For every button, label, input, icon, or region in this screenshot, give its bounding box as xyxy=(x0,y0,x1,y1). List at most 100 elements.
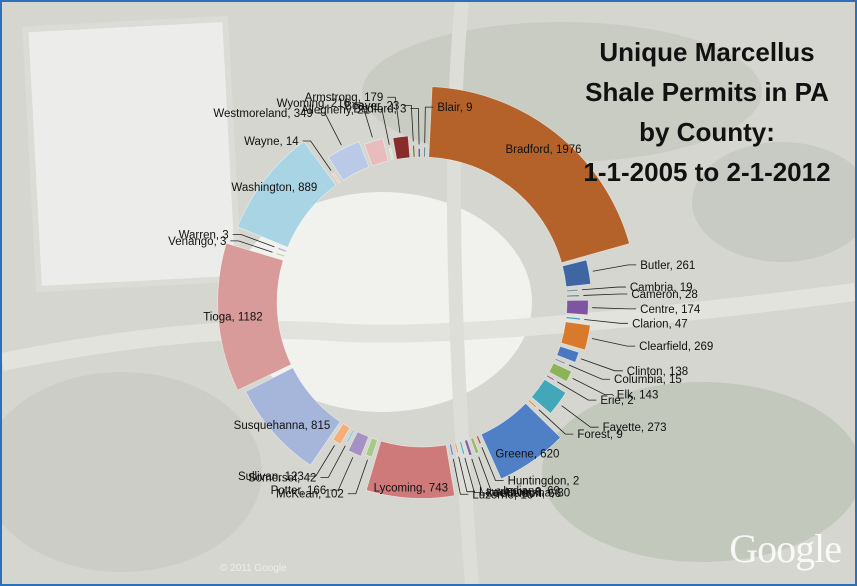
slice-label-clinton: Clinton, 138 xyxy=(627,366,688,378)
leader-line-luzerne xyxy=(452,458,469,495)
leader-line-allegheny xyxy=(373,109,390,145)
slice-label-greene: Greene, 620 xyxy=(495,448,559,460)
leader-line-bedford xyxy=(410,108,420,145)
slice-label-huntingdon: Huntingdon, 2 xyxy=(508,476,580,488)
pie-slice-centre xyxy=(566,299,589,316)
pie-slice-potter xyxy=(347,431,369,457)
pie-slice-columbia xyxy=(554,358,567,365)
pie-slice-venango xyxy=(275,252,286,258)
pie-slice-luzerne xyxy=(449,443,454,456)
pie-slice-susquehanna xyxy=(245,367,341,466)
pie-slice-indiana xyxy=(470,437,480,454)
slice-label-lawrence: Lawrence, 9 xyxy=(479,487,542,499)
leader-line-clinton xyxy=(580,358,623,372)
pie-slice-clarion xyxy=(565,316,581,321)
pie-slice-cameron xyxy=(566,294,580,298)
pie-slice-wyoming xyxy=(364,138,389,167)
pie-slice-mckean xyxy=(365,437,378,458)
leader-line-erie xyxy=(557,381,597,401)
slice-label-cameron: Cameron, 28 xyxy=(631,289,697,301)
slice-label-fayette: Fayette, 273 xyxy=(603,422,667,434)
leader-line-warren xyxy=(232,233,275,248)
slice-label-bedford: Bedford, 3 xyxy=(353,104,406,116)
slice-label-forest: Forest, 9 xyxy=(577,429,622,441)
leader-line-columbia xyxy=(568,364,611,380)
leader-line-forest xyxy=(538,409,574,435)
slice-label-blair: Blair, 9 xyxy=(437,102,472,114)
slice-label-erie: Erie, 2 xyxy=(600,395,633,407)
slice-label-indiana: Indiana, 69 xyxy=(503,486,560,498)
pie-slice-clearfield xyxy=(560,321,591,351)
slice-label-washington: Washington, 889 xyxy=(231,182,317,194)
pie-slice-elk xyxy=(548,362,572,382)
slice-label-susquehanna: Susquehanna, 815 xyxy=(234,420,331,432)
leader-line-elk xyxy=(572,378,613,396)
slice-label-clearfield: Clearfield, 269 xyxy=(639,341,713,353)
pie-slice-bradford xyxy=(428,86,630,264)
pie-slice-washington xyxy=(237,141,337,248)
pie-slice-fayette xyxy=(531,378,567,414)
pie-slice-warren xyxy=(277,247,287,253)
leader-line-indiana xyxy=(478,456,500,492)
leader-line-lackawanna xyxy=(464,457,483,494)
leader-line-centre xyxy=(592,307,637,310)
pie-slice-jefferson xyxy=(464,439,473,456)
pie-slice-lycoming xyxy=(365,440,455,499)
slice-label-venango: Venango, 3 xyxy=(168,236,226,248)
leader-line-lawrence xyxy=(458,456,475,493)
leader-line-fayette xyxy=(561,405,599,428)
slice-label-armstrong: Armstrong, 179 xyxy=(305,92,384,104)
pie-slice-erie xyxy=(546,374,555,381)
pie-slice-huntingdon xyxy=(476,435,482,445)
slice-label-centre: Centre, 174 xyxy=(640,304,701,316)
slice-label-luzerne: Luzerne, 16 xyxy=(472,489,533,501)
map-copyright: © 2011 Google xyxy=(220,563,287,574)
slice-label-lycoming: Lycoming, 743 xyxy=(374,482,448,494)
pie-slice-wayne xyxy=(332,172,341,184)
leader-line-butler xyxy=(592,264,637,272)
slice-label-potter: Potter, 166 xyxy=(271,485,327,497)
pie-slice-clinton xyxy=(556,345,580,363)
pie-slice-beaver xyxy=(412,144,416,158)
leader-line-huntingdon xyxy=(481,447,504,481)
pie-slice-lawrence xyxy=(454,442,459,454)
slice-label-tioga: Tioga, 1182 xyxy=(203,312,262,324)
leader-line-somerset xyxy=(320,445,346,478)
leader-line-clarion xyxy=(584,319,629,324)
slice-label-warren: Warren, 3 xyxy=(179,229,229,241)
leader-line-sullivan xyxy=(307,445,335,477)
pie-slice-cambria xyxy=(566,288,579,293)
leader-line-westmoreland xyxy=(316,112,342,146)
leader-line-clearfield xyxy=(591,338,636,347)
pie-slice-allegheny xyxy=(388,148,394,161)
leader-line-cambria xyxy=(581,286,626,291)
slice-label-mckean: McKean, 102 xyxy=(276,489,344,501)
google-watermark: Google xyxy=(729,526,842,571)
pie-slice-westmoreland xyxy=(327,141,370,181)
chart-title: Unique Marcellus Shale Permits in PA by … xyxy=(557,32,855,192)
leader-line-beaver xyxy=(403,104,414,142)
slice-label-wayne: Wayne, 14 xyxy=(244,136,299,148)
pie-slices xyxy=(217,86,630,499)
slice-label-jefferson: Jefferson, 66 xyxy=(495,488,561,500)
pie-slice-armstrong xyxy=(392,135,411,160)
pie-slice-tioga xyxy=(217,242,292,391)
pie-slice-greene xyxy=(480,402,561,480)
slice-label-sullivan: Sullivan, 123 xyxy=(238,471,304,483)
title-line-1: Unique Marcellus xyxy=(599,37,815,67)
title-line-3: by County: xyxy=(639,117,775,147)
slice-label-elk: Elk, 143 xyxy=(617,390,659,402)
slice-labels: Bradford, 1976 Butler, 261 Cambria, 19Came… xyxy=(168,92,713,501)
slice-label-somerset: Somerset, 42 xyxy=(248,472,316,484)
leader-line-armstrong xyxy=(387,96,401,133)
slice-label-wyoming: Wyoming, 216 xyxy=(277,98,350,110)
slice-label-allegheny: Allegheny, 21 xyxy=(301,104,370,116)
leader-line-wayne xyxy=(302,140,332,171)
slice-label-columbia: Columbia, 15 xyxy=(614,374,682,386)
pie-slice-bedford xyxy=(417,148,421,158)
title-line-2: Shale Permits in PA xyxy=(585,77,829,107)
leader-line-venango xyxy=(230,240,273,253)
